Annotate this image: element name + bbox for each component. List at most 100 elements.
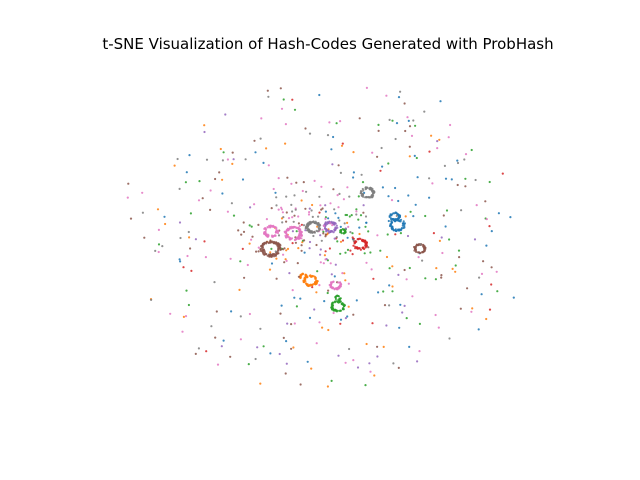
scatter-point bbox=[259, 137, 262, 140]
scatter-point bbox=[231, 162, 234, 165]
scatter-point bbox=[286, 247, 290, 250]
scatter-point bbox=[408, 145, 411, 148]
scatter-point bbox=[300, 234, 303, 237]
scatter-point bbox=[222, 339, 225, 342]
scatter-point bbox=[299, 383, 302, 386]
scatter-point bbox=[351, 232, 354, 235]
scatter-point bbox=[361, 192, 364, 196]
scatter-point bbox=[349, 231, 352, 234]
scatter-point bbox=[329, 222, 332, 225]
scatter-point bbox=[257, 250, 260, 253]
scatter-point bbox=[424, 277, 427, 280]
scatter-point bbox=[454, 264, 457, 267]
scatter-point bbox=[343, 222, 346, 225]
scatter-point bbox=[277, 247, 280, 250]
scatter-point bbox=[295, 181, 298, 184]
scatter-point bbox=[304, 227, 307, 230]
scatter-point bbox=[248, 224, 251, 227]
scatter-point bbox=[434, 313, 437, 317]
scatter-point bbox=[328, 121, 331, 124]
scatter-point bbox=[365, 221, 368, 224]
scatter-point bbox=[360, 173, 363, 176]
scatter-point bbox=[250, 238, 253, 241]
scatter-point bbox=[221, 178, 224, 181]
scatter-point bbox=[309, 230, 312, 233]
scatter-point bbox=[338, 309, 341, 312]
scatter-point bbox=[286, 176, 289, 179]
scatter-point bbox=[330, 148, 333, 151]
scatter-point bbox=[304, 275, 308, 278]
scatter-point bbox=[274, 191, 277, 194]
scatter-point bbox=[257, 223, 260, 226]
scatter-point bbox=[197, 347, 200, 350]
scatter-point bbox=[441, 251, 444, 255]
scatter-point bbox=[277, 234, 281, 237]
scatter-point bbox=[454, 270, 457, 273]
scatter-point bbox=[178, 258, 181, 261]
scatter-point bbox=[325, 228, 328, 231]
scatter-point bbox=[329, 262, 332, 265]
scatter-point bbox=[362, 204, 365, 207]
scatter-point bbox=[310, 275, 313, 278]
scatter-point bbox=[338, 219, 341, 222]
scatter-point bbox=[341, 142, 344, 145]
scatter-point bbox=[434, 278, 437, 281]
scatter-point bbox=[432, 232, 435, 235]
scatter-point bbox=[178, 187, 181, 190]
scatter-point bbox=[358, 247, 361, 250]
scatter-point bbox=[240, 233, 243, 236]
scatter-point bbox=[205, 158, 209, 161]
scatter-point bbox=[219, 147, 222, 151]
scatter-point bbox=[362, 211, 365, 214]
scatter-point bbox=[156, 208, 160, 211]
scatter-point bbox=[282, 98, 285, 101]
scatter-point bbox=[403, 102, 406, 105]
scatter-point bbox=[326, 291, 329, 295]
scatter-point bbox=[269, 253, 272, 256]
scatter-point bbox=[304, 229, 307, 232]
scatter-point bbox=[490, 230, 493, 233]
scatter-point bbox=[289, 227, 292, 230]
scatter-point bbox=[390, 226, 393, 229]
scatter-point bbox=[335, 236, 338, 239]
scatter-point bbox=[262, 251, 265, 254]
scatter-point bbox=[300, 249, 303, 252]
scatter-point bbox=[490, 283, 493, 286]
scatter-point bbox=[281, 211, 284, 214]
scatter-point bbox=[306, 223, 309, 227]
scatter-point bbox=[161, 245, 164, 248]
scatter-point bbox=[326, 229, 329, 232]
scatter-point bbox=[275, 196, 278, 199]
scatter-point bbox=[226, 210, 229, 213]
scatter-point bbox=[295, 237, 298, 240]
scatter-point bbox=[157, 243, 161, 246]
scatter-point bbox=[399, 232, 402, 235]
scatter-point bbox=[413, 245, 416, 249]
scatter-point bbox=[189, 212, 192, 215]
scatter-point bbox=[270, 262, 274, 265]
scatter-point bbox=[339, 285, 342, 288]
scatter-point bbox=[231, 151, 234, 154]
scatter-point bbox=[414, 124, 417, 127]
scatter-point bbox=[197, 199, 201, 202]
scatter-point bbox=[300, 223, 303, 226]
scatter-point bbox=[268, 255, 271, 258]
scatter-point bbox=[306, 284, 309, 287]
scatter-point bbox=[205, 350, 208, 353]
scatter-point bbox=[285, 362, 288, 365]
scatter-point bbox=[238, 288, 241, 291]
scatter-point bbox=[509, 216, 512, 219]
scatter-point bbox=[298, 233, 301, 236]
scatter-point bbox=[365, 196, 368, 199]
scatter-point bbox=[163, 215, 166, 218]
scatter-point bbox=[352, 151, 355, 154]
scatter-point bbox=[404, 129, 407, 133]
scatter-point bbox=[382, 290, 385, 293]
scatter-point bbox=[251, 235, 254, 238]
scatter-point bbox=[285, 228, 288, 232]
scatter-point bbox=[334, 297, 337, 301]
scatter-point bbox=[372, 277, 375, 280]
scatter-point bbox=[309, 284, 312, 287]
scatter-point bbox=[266, 226, 269, 229]
